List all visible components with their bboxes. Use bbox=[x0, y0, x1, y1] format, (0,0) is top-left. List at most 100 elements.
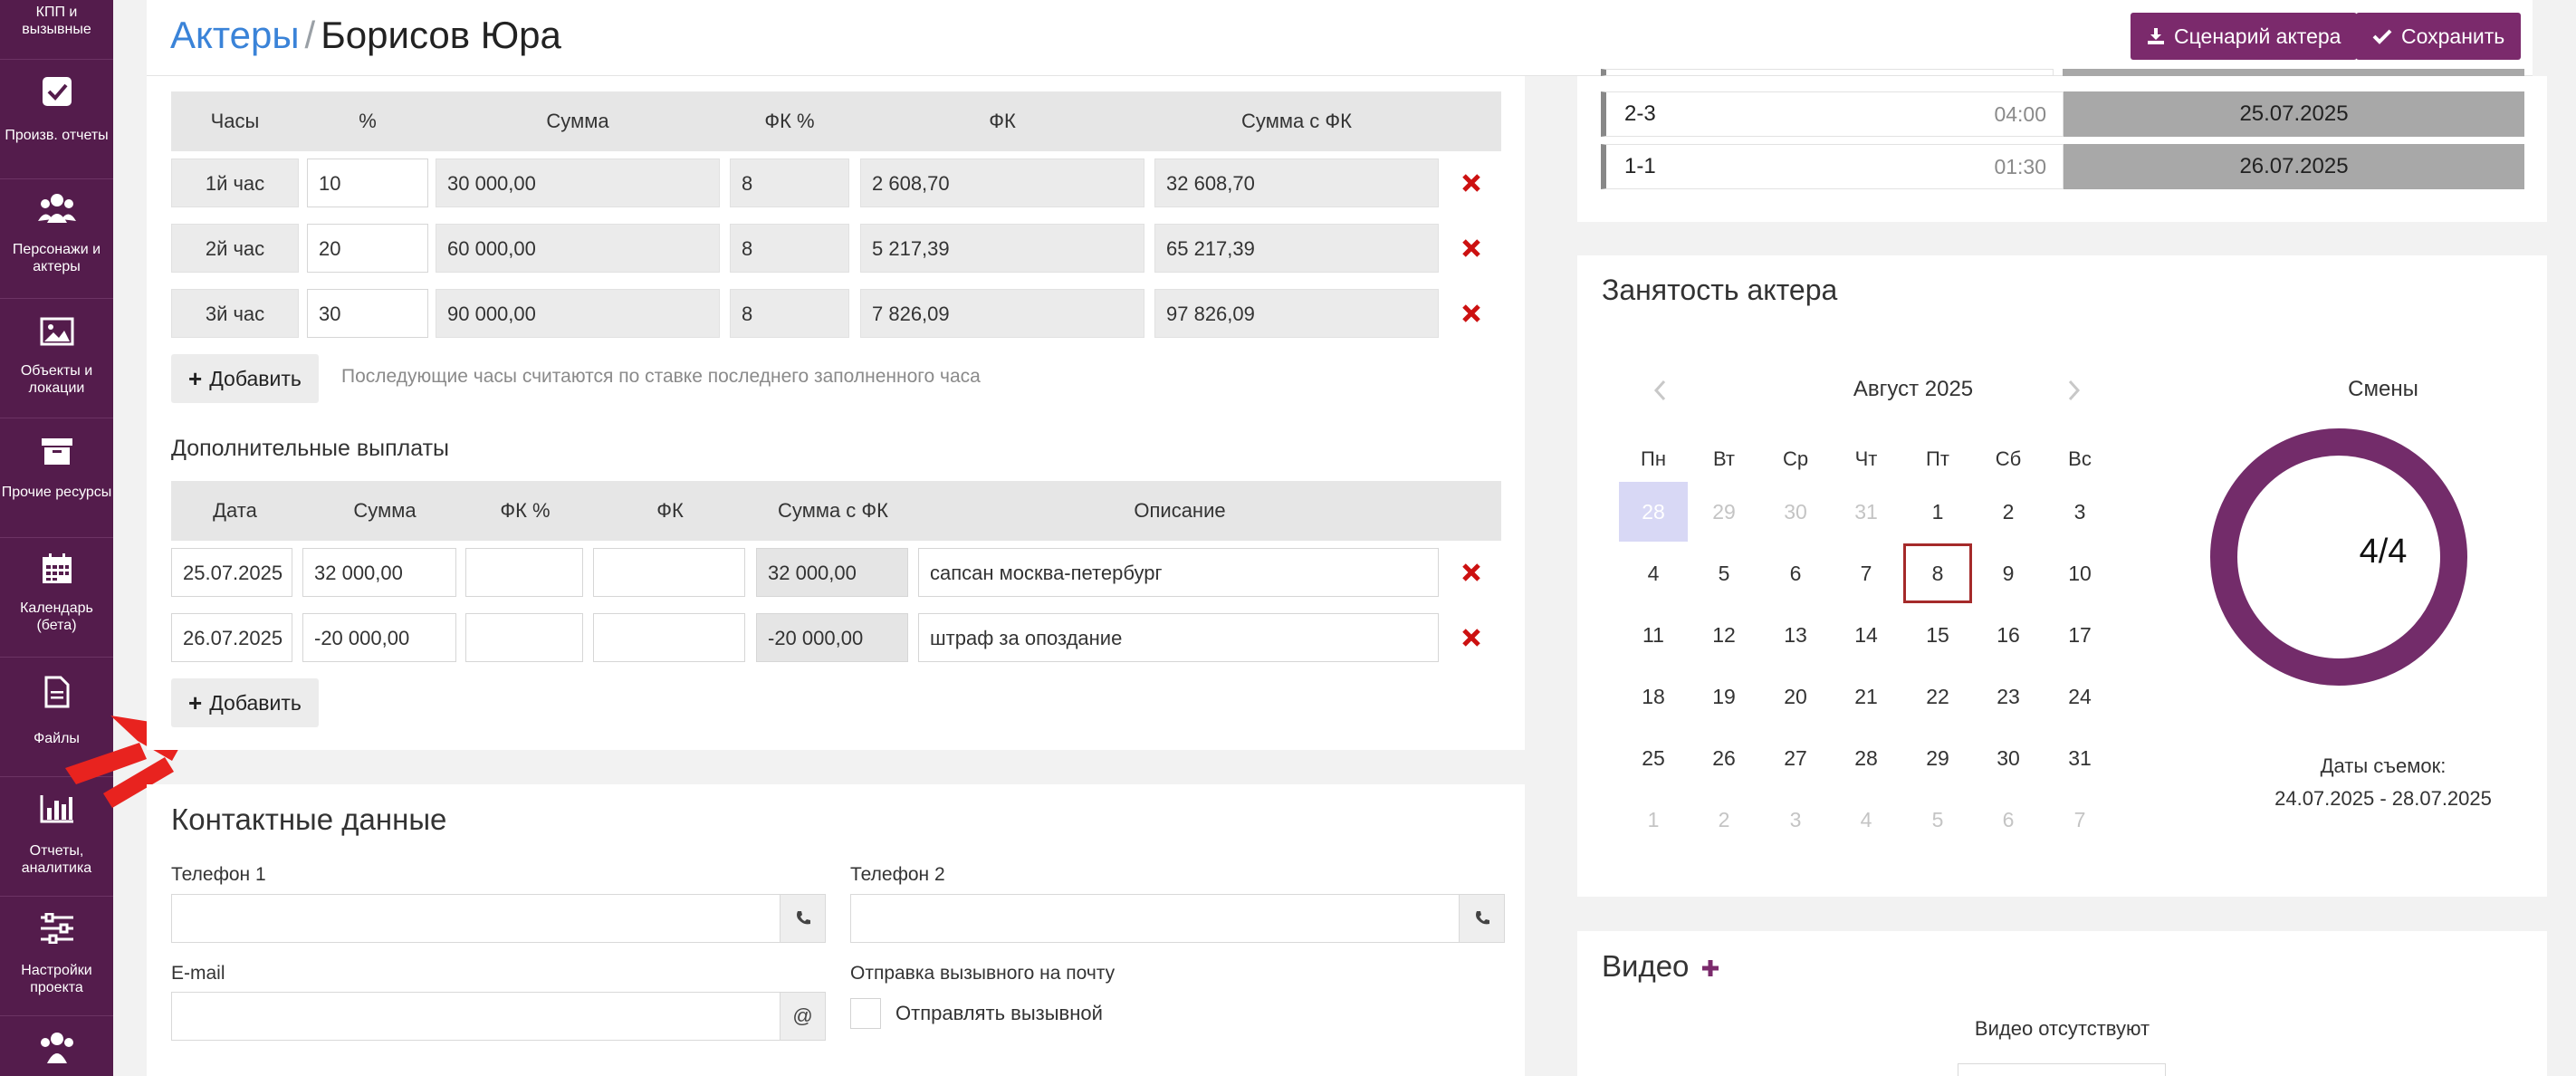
delete-icon[interactable] bbox=[1460, 172, 1482, 194]
calendar-day[interactable]: 30 bbox=[1784, 500, 1807, 524]
delete-icon[interactable] bbox=[1460, 237, 1482, 259]
calendar-day[interactable]: 14 bbox=[1854, 623, 1878, 647]
calendar-day[interactable]: 12 bbox=[1712, 623, 1736, 647]
shift-time: 04:00 bbox=[1994, 102, 2046, 126]
archive-icon bbox=[41, 438, 72, 465]
sidebar-item-files[interactable]: Файлы bbox=[0, 658, 113, 777]
calendar-day[interactable]: 10 bbox=[2068, 562, 2092, 585]
fk-input[interactable] bbox=[593, 613, 745, 662]
calendar-day[interactable]: 30 bbox=[1997, 746, 2020, 770]
calendar-day[interactable]: 19 bbox=[1712, 685, 1736, 708]
breadcrumb-actors-link[interactable]: Актеры bbox=[170, 14, 300, 56]
phone1-label: Телефон 1 bbox=[171, 864, 266, 885]
sidebar-item-resources[interactable]: Прочие ресурсы bbox=[0, 418, 113, 538]
calendar-day[interactable]: 31 bbox=[1854, 500, 1878, 524]
delete-icon[interactable] bbox=[1460, 303, 1482, 324]
percent-input[interactable]: 20 bbox=[307, 224, 428, 273]
phone2-input[interactable] bbox=[850, 894, 1505, 943]
sidebar-item-kpp[interactable]: КПП и вызывные bbox=[0, 0, 113, 60]
calendar-day[interactable]: 5 bbox=[1931, 808, 1944, 831]
sidebar-item-objects[interactable]: Объекты и локации bbox=[0, 299, 113, 418]
calendar-day[interactable]: 6 bbox=[1789, 562, 1802, 585]
total-value: 65 217,39 bbox=[1154, 224, 1439, 273]
calendar-day[interactable]: 28 bbox=[1854, 746, 1878, 770]
sum-input[interactable]: 32 000,00 bbox=[302, 548, 456, 597]
calendar-day[interactable]: 16 bbox=[1997, 623, 2020, 647]
column-header: Часы bbox=[210, 110, 260, 132]
sum-input[interactable]: -20 000,00 bbox=[302, 613, 456, 662]
calendar-day[interactable]: 15 bbox=[1926, 623, 1949, 647]
description-input[interactable]: штраф за опоздание bbox=[918, 613, 1439, 662]
list-item[interactable]: 1-1 01:30 26.07.2025 bbox=[1601, 144, 2524, 189]
hour-label: 2й час bbox=[171, 224, 299, 273]
calendar-day[interactable]: 23 bbox=[1997, 685, 2020, 708]
calendar-day[interactable]: 31 bbox=[2068, 746, 2092, 770]
calendar-day[interactable]: 5 bbox=[1718, 562, 1730, 585]
calendar-day[interactable]: 22 bbox=[1926, 685, 1949, 708]
contacts-panel: Контактные данные Телефон 1 Телефон 2 E-… bbox=[147, 784, 1525, 1076]
sidebar-item-label: Календарь (бета) bbox=[20, 600, 93, 633]
sidebar-item-settings[interactable]: Настройки проекта bbox=[0, 897, 113, 1016]
add-hour-button[interactable]: + Добавить bbox=[171, 354, 319, 403]
video-upload-box[interactable] bbox=[1958, 1063, 2166, 1076]
calendar-day[interactable]: 3 bbox=[2073, 500, 2086, 524]
calendar-day[interactable]: 4 bbox=[1647, 562, 1660, 585]
calendar-day[interactable]: 18 bbox=[1642, 685, 1665, 708]
calendar-day[interactable]: 9 bbox=[2002, 562, 2015, 585]
calendar-day[interactable]: 7 bbox=[2073, 808, 2086, 831]
email-input[interactable]: @ bbox=[171, 992, 826, 1041]
calendar-day[interactable]: 26 bbox=[1712, 746, 1736, 770]
date-input[interactable]: 26.07.2025 bbox=[171, 613, 292, 662]
sidebar-item-team[interactable] bbox=[0, 1016, 113, 1076]
send-callsheet-checkbox[interactable] bbox=[850, 998, 881, 1029]
percent-input[interactable]: 30 bbox=[307, 289, 428, 338]
column-header: ФК bbox=[989, 110, 1016, 132]
sidebar-item-analytics[interactable]: Отчеты, аналитика bbox=[0, 777, 113, 897]
sidebar-item-reports[interactable]: Произв. отчеты bbox=[0, 60, 113, 179]
sidebar-item-characters[interactable]: Персонажи и актеры bbox=[0, 179, 113, 299]
sliders-icon bbox=[40, 913, 73, 944]
percent-input[interactable]: 10 bbox=[307, 159, 428, 207]
calendar-day[interactable]: 8 bbox=[1903, 543, 1972, 603]
description-input[interactable]: сапсан москва-петербург bbox=[918, 548, 1439, 597]
chevron-left-icon[interactable] bbox=[1652, 379, 1668, 402]
date-input[interactable]: 25.07.2025 bbox=[171, 548, 292, 597]
calendar-day[interactable]: 21 bbox=[1854, 685, 1878, 708]
calendar-day[interactable]: 20 bbox=[1784, 685, 1807, 708]
calendar-day[interactable]: 25 bbox=[1642, 746, 1665, 770]
chevron-right-icon[interactable] bbox=[2066, 379, 2083, 402]
save-button[interactable]: Сохранить bbox=[2356, 13, 2522, 60]
calendar-day[interactable]: 4 bbox=[1860, 808, 1872, 831]
fk-input[interactable] bbox=[593, 548, 745, 597]
phone1-input[interactable] bbox=[171, 894, 826, 943]
calendar-day[interactable]: 17 bbox=[2068, 623, 2092, 647]
sidebar-item-calendar[interactable]: Календарь (бета) bbox=[0, 538, 113, 658]
calendar-day[interactable]: 1 bbox=[1931, 500, 1944, 524]
calendar-day[interactable]: 11 bbox=[1642, 623, 1664, 647]
calendar-day[interactable]: 29 bbox=[1926, 746, 1949, 770]
fk-percent-input[interactable] bbox=[465, 548, 583, 597]
calendar-day[interactable]: 7 bbox=[1860, 562, 1872, 585]
calendar-day[interactable]: 28 bbox=[1619, 482, 1688, 542]
delete-icon[interactable] bbox=[1460, 627, 1482, 648]
calendar-day[interactable]: 29 bbox=[1712, 500, 1736, 524]
calendar-day[interactable]: 3 bbox=[1789, 808, 1802, 831]
plus-icon[interactable] bbox=[1700, 958, 1720, 978]
calendar-day[interactable]: 13 bbox=[1784, 623, 1807, 647]
calendar-day[interactable]: 2 bbox=[2002, 500, 2015, 524]
list-item[interactable]: 2-3 04:00 25.07.2025 bbox=[1601, 91, 2524, 137]
calendar-day[interactable]: 1 bbox=[1647, 808, 1660, 831]
actor-scenario-button[interactable]: Сценарий актера bbox=[2131, 13, 2358, 60]
add-payment-button[interactable]: + Добавить bbox=[171, 678, 319, 727]
total-value: 32 608,70 bbox=[1154, 159, 1439, 207]
fk-percent-input[interactable] bbox=[465, 613, 583, 662]
calendar-day[interactable]: 24 bbox=[2068, 685, 2092, 708]
calendar-day[interactable]: 27 bbox=[1784, 746, 1807, 770]
shift-date: 26.07.2025 bbox=[2064, 144, 2524, 189]
fk-percent-value: 8 bbox=[730, 159, 849, 207]
calendar-day[interactable]: 2 bbox=[1718, 808, 1730, 831]
download-icon bbox=[2148, 28, 2164, 44]
delete-icon[interactable] bbox=[1460, 562, 1482, 583]
calendar-day[interactable]: 6 bbox=[2002, 808, 2015, 831]
shooting-dates-label: Даты съемок: bbox=[2320, 754, 2447, 777]
